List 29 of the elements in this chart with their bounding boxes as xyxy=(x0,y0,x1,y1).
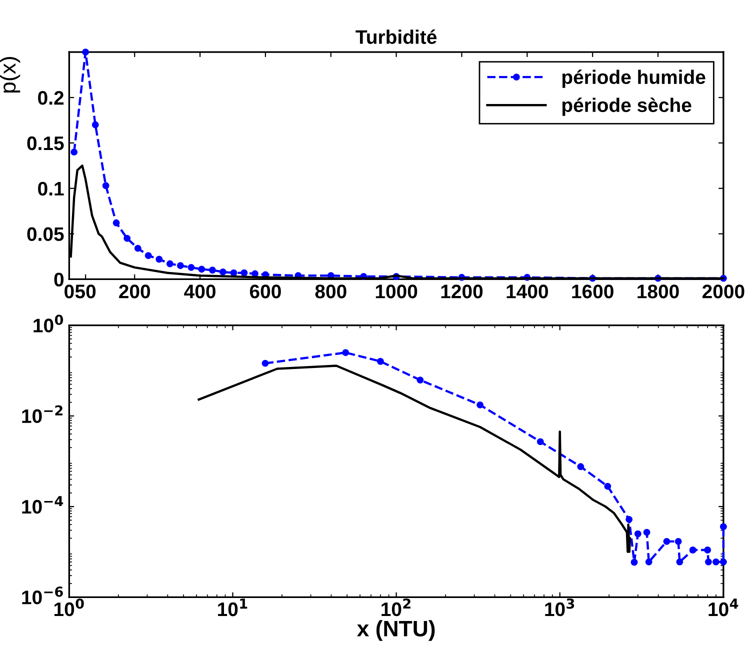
x-tick-label: 1000 xyxy=(376,284,418,298)
y-tick-label: 0.2 xyxy=(38,90,64,105)
y-tick-label: 10$^{−4}$ xyxy=(22,496,64,514)
chart-title: Turbidité xyxy=(356,30,437,44)
x-tick-label: 10$^{1}$ xyxy=(218,598,248,616)
x-tick-label: 2000 xyxy=(702,284,744,298)
y-tick-label: 10$^{0}$ xyxy=(34,314,64,332)
x-tick-label: 400 xyxy=(184,284,216,298)
legend-label: période sèche xyxy=(562,98,692,116)
x-tick-label: 10$^{4}$ xyxy=(708,598,738,616)
x-tick-label: 1400 xyxy=(506,284,548,298)
x-tick-label: 800 xyxy=(315,284,346,298)
x-tick-label: 10$^{3}$ xyxy=(545,598,574,616)
y-tick-label: 0.05 xyxy=(27,227,64,242)
x-tick-label: 0 xyxy=(64,284,74,298)
y-tick-label: 0.1 xyxy=(38,182,64,196)
x-tick-label: 1600 xyxy=(572,284,614,298)
x-tick-label: 1200 xyxy=(441,284,483,298)
y-tick-label: 0 xyxy=(54,272,64,286)
x-tick-label: 10$^{2}$ xyxy=(382,598,410,616)
y-tick-label: 0.15 xyxy=(27,136,64,150)
legend-label: période humide xyxy=(562,70,706,88)
x-tick-label: 50 xyxy=(75,284,96,298)
x-tick-label: 1800 xyxy=(638,284,679,298)
x-tick-label: 200 xyxy=(119,284,150,298)
x-tick-label: 10$^{0}$ xyxy=(54,598,84,616)
x-tick-label: 600 xyxy=(250,284,281,298)
x-axis-title: x (NTU) xyxy=(356,620,435,641)
y-tick-label: 10$^{−2}$ xyxy=(22,405,62,424)
